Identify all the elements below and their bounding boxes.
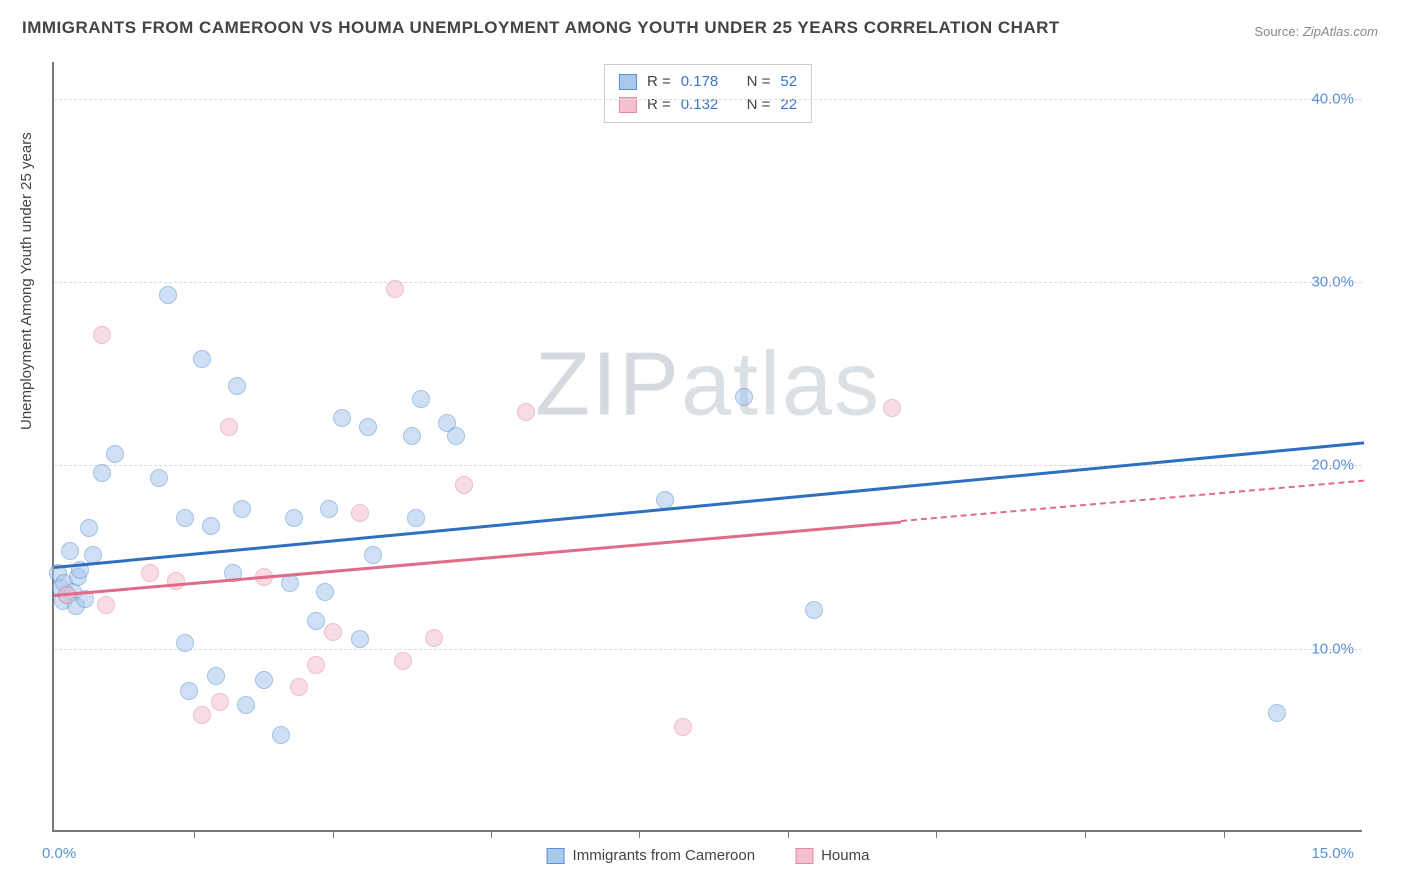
legend-swatch-series1 <box>547 848 565 864</box>
scatter-point <box>307 656 325 674</box>
legend-label-series1: Immigrants from Cameroon <box>573 847 756 864</box>
scatter-point <box>805 601 823 619</box>
scatter-point <box>364 546 382 564</box>
legend-label-series2: Houma <box>821 847 869 864</box>
scatter-point <box>403 427 421 445</box>
scatter-point <box>883 399 901 417</box>
scatter-point <box>93 464 111 482</box>
y-tick-label: 40.0% <box>1311 90 1354 107</box>
scatter-point <box>176 509 194 527</box>
trend-line-extrapolated <box>901 480 1364 522</box>
r-label-2: R = <box>647 94 671 117</box>
scatter-point <box>290 678 308 696</box>
legend-item-series1: Immigrants from Cameroon <box>547 847 756 864</box>
scatter-point <box>316 583 334 601</box>
scatter-point <box>61 542 79 560</box>
legend-swatch-series2 <box>795 848 813 864</box>
stats-legend-box: R = 0.178 N = 52 R = 0.132 N = 22 <box>604 64 812 123</box>
x-tick-mark <box>333 830 334 838</box>
legend-item-series2: Houma <box>795 847 869 864</box>
scatter-point <box>447 427 465 445</box>
scatter-point <box>455 476 473 494</box>
scatter-point <box>207 667 225 685</box>
gridline <box>54 99 1362 100</box>
x-tick-mark <box>194 830 195 838</box>
scatter-point <box>674 718 692 736</box>
scatter-point <box>412 390 430 408</box>
scatter-point <box>228 377 246 395</box>
scatter-point <box>202 517 220 535</box>
scatter-point <box>233 500 251 518</box>
watermark-atlas: atlas <box>681 334 881 434</box>
n-value-1: 52 <box>780 71 797 94</box>
scatter-point <box>167 572 185 590</box>
y-axis-label: Unemployment Among Youth under 25 years <box>18 132 35 430</box>
n-value-2: 22 <box>780 94 797 117</box>
x-tick-mark <box>1085 830 1086 838</box>
scatter-point <box>150 469 168 487</box>
watermark: ZIPatlas <box>535 333 881 436</box>
scatter-point <box>176 634 194 652</box>
gridline <box>54 465 1362 466</box>
scatter-point <box>394 652 412 670</box>
r-value-2: 0.132 <box>681 94 719 117</box>
scatter-point <box>386 280 404 298</box>
scatter-point <box>97 596 115 614</box>
scatter-point <box>193 350 211 368</box>
source-value: ZipAtlas.com <box>1303 24 1378 39</box>
scatter-point <box>272 726 290 744</box>
x-tick-mark <box>936 830 937 838</box>
scatter-point <box>93 326 111 344</box>
r-label-1: R = <box>647 71 671 94</box>
scatter-point <box>141 564 159 582</box>
scatter-point <box>106 445 124 463</box>
gridline <box>54 282 1362 283</box>
n-label-2: N = <box>747 94 771 117</box>
source-attribution: Source: ZipAtlas.com <box>1254 24 1378 39</box>
x-tick-min: 0.0% <box>42 845 76 862</box>
x-tick-mark <box>639 830 640 838</box>
scatter-point <box>285 509 303 527</box>
scatter-point <box>1268 704 1286 722</box>
scatter-point <box>425 629 443 647</box>
scatter-point <box>80 519 98 537</box>
scatter-point <box>735 388 753 406</box>
scatter-point <box>359 418 377 436</box>
scatter-point <box>333 409 351 427</box>
scatter-point <box>351 504 369 522</box>
y-tick-label: 10.0% <box>1311 640 1354 657</box>
y-tick-label: 30.0% <box>1311 274 1354 291</box>
scatter-point <box>180 682 198 700</box>
scatter-point <box>307 612 325 630</box>
scatter-point <box>324 623 342 641</box>
scatter-point <box>320 500 338 518</box>
gridline <box>54 649 1362 650</box>
scatter-point <box>159 286 177 304</box>
scatter-point <box>193 706 211 724</box>
plot-area: ZIPatlas R = 0.178 N = 52 R = 0.132 N = … <box>52 62 1362 832</box>
y-tick-label: 20.0% <box>1311 457 1354 474</box>
scatter-point <box>351 630 369 648</box>
bottom-legend: Immigrants from Cameroon Houma <box>547 847 870 864</box>
x-tick-mark <box>491 830 492 838</box>
scatter-point <box>517 403 535 421</box>
swatch-series1 <box>619 74 637 90</box>
scatter-point <box>237 696 255 714</box>
trend-line <box>54 520 901 596</box>
stats-row-series1: R = 0.178 N = 52 <box>619 71 797 94</box>
chart-title: IMMIGRANTS FROM CAMEROON VS HOUMA UNEMPL… <box>22 18 1060 38</box>
x-tick-max: 15.0% <box>1311 845 1354 862</box>
n-label-1: N = <box>747 71 771 94</box>
scatter-point <box>220 418 238 436</box>
x-tick-mark <box>1224 830 1225 838</box>
scatter-point <box>407 509 425 527</box>
watermark-zip: ZIP <box>535 334 681 434</box>
x-tick-mark <box>788 830 789 838</box>
r-value-1: 0.178 <box>681 71 719 94</box>
trend-line <box>54 441 1364 569</box>
source-label: Source: <box>1254 24 1299 39</box>
stats-row-series2: R = 0.132 N = 22 <box>619 94 797 117</box>
scatter-point <box>255 671 273 689</box>
scatter-point <box>211 693 229 711</box>
